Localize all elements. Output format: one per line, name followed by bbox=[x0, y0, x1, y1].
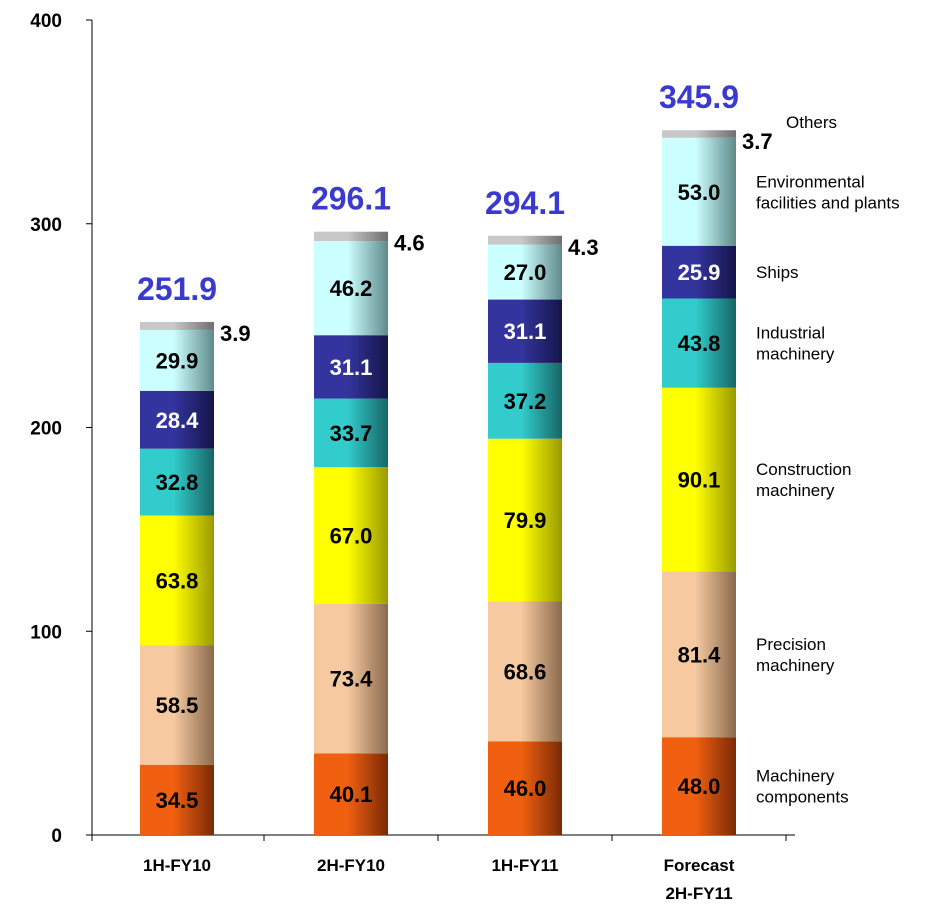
data-label: 37.2 bbox=[504, 389, 547, 414]
legend-label: Industrial machinery bbox=[756, 324, 835, 364]
data-label: 31.1 bbox=[330, 355, 373, 380]
data-label: 34.5 bbox=[156, 788, 199, 813]
legend-label: Others bbox=[786, 113, 837, 132]
bar-segment bbox=[488, 601, 562, 742]
bar-segment bbox=[140, 390, 214, 449]
bar-segment bbox=[488, 438, 562, 602]
legend-label-line: Ships bbox=[756, 263, 799, 282]
bar-segment bbox=[662, 130, 736, 138]
data-label: 46.2 bbox=[330, 276, 373, 301]
bar-segment bbox=[140, 448, 214, 516]
total-label: 296.1 bbox=[311, 181, 391, 217]
bar-segment bbox=[488, 244, 562, 300]
bar-segment bbox=[488, 299, 562, 363]
total-label: 294.1 bbox=[485, 185, 565, 221]
x-category-label-line: 1H-FY10 bbox=[143, 856, 211, 875]
data-label: 67.0 bbox=[330, 523, 373, 548]
data-label: 90.1 bbox=[678, 468, 721, 493]
data-label: 53.0 bbox=[678, 180, 721, 205]
legend-label-line: machinery bbox=[756, 481, 835, 500]
data-label: 27.0 bbox=[504, 260, 547, 285]
legend-label-line: Others bbox=[786, 113, 837, 132]
data-label: 68.6 bbox=[504, 659, 547, 684]
legend-label-line: Machinery bbox=[756, 767, 835, 786]
bar-segment bbox=[314, 241, 388, 336]
bar-segment bbox=[314, 231, 388, 242]
y-tick-label: 300 bbox=[30, 215, 62, 236]
y-tick-label: 400 bbox=[30, 11, 62, 32]
data-label: 33.7 bbox=[330, 421, 373, 446]
x-category-label: 2H-FY10 bbox=[317, 856, 385, 875]
bar-segment bbox=[662, 571, 736, 738]
others-data-label: 3.7 bbox=[742, 129, 773, 154]
chart-bars bbox=[140, 130, 736, 835]
data-label: 63.8 bbox=[156, 569, 199, 594]
bar-segment bbox=[662, 387, 736, 572]
y-tick-label: 100 bbox=[30, 622, 62, 643]
legend-label: Machinery components bbox=[756, 767, 849, 807]
legend-label-line: components bbox=[756, 788, 849, 807]
total-label: 345.9 bbox=[659, 79, 739, 115]
legend-label-line: facilities and plants bbox=[756, 193, 900, 212]
data-label: 81.4 bbox=[678, 642, 722, 667]
y-tick-label: 0 bbox=[51, 826, 62, 847]
bar-segment bbox=[662, 245, 736, 299]
data-label: 29.9 bbox=[156, 348, 199, 373]
others-data-label: 3.9 bbox=[220, 321, 251, 346]
bar-segment bbox=[662, 137, 736, 246]
bar-segment bbox=[488, 362, 562, 439]
x-category-label: 1H-FY11 bbox=[491, 856, 558, 875]
total-label: 251.9 bbox=[137, 271, 217, 307]
legend-label-line: Precision bbox=[756, 635, 826, 654]
x-category-label-line: 2H-FY10 bbox=[317, 856, 385, 875]
x-category-label: 1H-FY10 bbox=[143, 856, 211, 875]
bar-segment bbox=[314, 603, 388, 754]
data-label: 25.9 bbox=[678, 260, 721, 285]
x-category-label-line: 2H-FY11 bbox=[665, 884, 732, 903]
legend-label-line: Construction bbox=[756, 460, 851, 479]
data-label: 32.8 bbox=[156, 470, 199, 495]
legend-label-line: Environmental bbox=[756, 172, 865, 191]
bar-segment bbox=[314, 398, 388, 468]
bar-segment bbox=[488, 741, 562, 835]
legend-label: Ships bbox=[756, 263, 799, 282]
legend-label: Environmental facilities and plants bbox=[756, 172, 900, 212]
x-category-label-line: 1H-FY11 bbox=[491, 856, 558, 875]
bar-segment bbox=[314, 753, 388, 835]
legend-label-line: machinery bbox=[756, 345, 835, 364]
y-tick-label: 200 bbox=[30, 419, 62, 440]
legend-label-line: machinery bbox=[756, 656, 835, 675]
data-label: 46.0 bbox=[504, 776, 547, 801]
data-label: 79.9 bbox=[504, 508, 547, 533]
data-label: 28.4 bbox=[156, 408, 200, 433]
bar-segment bbox=[662, 737, 736, 835]
bar-segment bbox=[314, 335, 388, 399]
data-label: 31.1 bbox=[504, 319, 547, 344]
bar-segment bbox=[140, 645, 214, 765]
bar-segment bbox=[314, 467, 388, 604]
data-label: 58.5 bbox=[156, 693, 199, 718]
bar-segment bbox=[140, 764, 214, 835]
legend-label: Construction machinery bbox=[756, 460, 851, 500]
chart-legend: Others Environmental facilities and plants… bbox=[756, 113, 900, 806]
legend-label: Precision machinery bbox=[756, 635, 835, 675]
data-label: 40.1 bbox=[330, 782, 373, 807]
others-data-label: 4.3 bbox=[568, 235, 599, 260]
data-label: 73.4 bbox=[330, 667, 374, 692]
bar-segment bbox=[140, 329, 214, 391]
bar-segment bbox=[662, 298, 736, 388]
chart-axes: 0 100 200 300 400 1H-FY10 2H-FY10 1H-FY11 Foreca… bbox=[30, 11, 795, 903]
bar-segment bbox=[140, 515, 214, 646]
data-label: 48.0 bbox=[678, 774, 721, 799]
others-data-label: 4.6 bbox=[394, 231, 425, 256]
bar-segment bbox=[488, 235, 562, 245]
x-category-label-line: Forecast bbox=[664, 856, 735, 875]
bar-segment bbox=[140, 321, 214, 330]
x-category-label: Forecast 2H-FY11 bbox=[664, 856, 735, 903]
legend-label-line: Industrial bbox=[756, 324, 825, 343]
data-label: 43.8 bbox=[678, 331, 721, 356]
